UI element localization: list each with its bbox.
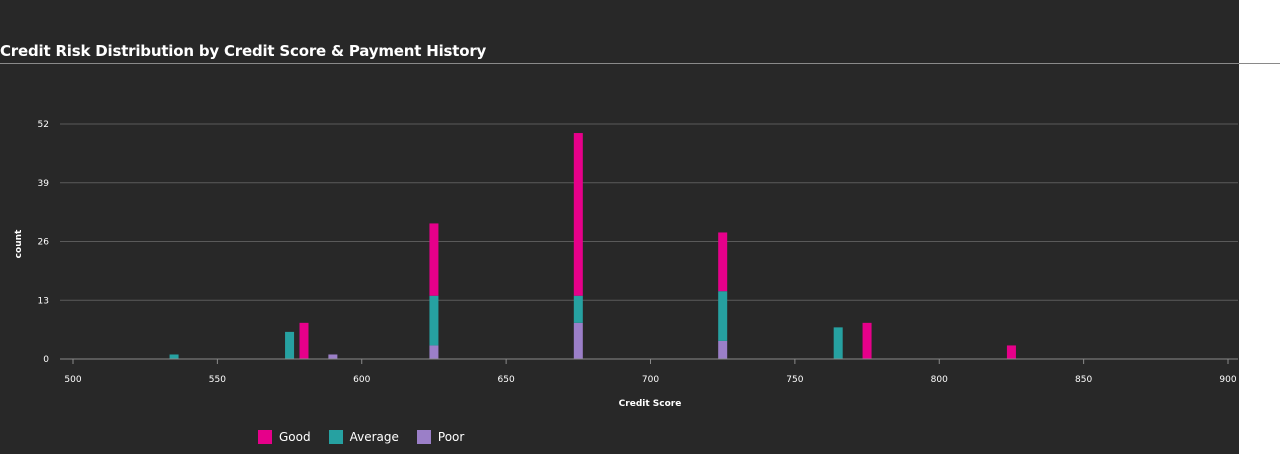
bars xyxy=(169,133,1016,359)
bar-good-775[interactable] xyxy=(862,322,872,359)
title-divider xyxy=(0,63,1280,64)
x-tick-label: 750 xyxy=(786,375,803,385)
x-tick-label: 550 xyxy=(209,375,226,385)
bar-average-575[interactable] xyxy=(285,331,295,359)
x-tick-label: 650 xyxy=(498,375,515,385)
x-tick-label: 900 xyxy=(1219,375,1236,385)
legend-label-average: Average xyxy=(349,430,399,444)
legend-item-average[interactable]: Average xyxy=(328,430,399,444)
bar-average-625[interactable] xyxy=(429,295,439,346)
bar-average-675[interactable] xyxy=(573,295,583,323)
y-tick-label: 26 xyxy=(38,238,50,248)
bar-good-580[interactable] xyxy=(299,322,309,359)
bar-good-825[interactable] xyxy=(1006,345,1016,359)
legend-item-poor[interactable]: Poor xyxy=(416,430,465,444)
legend-label-poor: Poor xyxy=(437,430,465,444)
bar-good-675[interactable] xyxy=(573,133,583,296)
y-tick-label: 13 xyxy=(38,296,49,306)
bar-average-725[interactable] xyxy=(718,291,728,341)
legend-item-good[interactable]: Good xyxy=(258,430,311,444)
bar-poor-625[interactable] xyxy=(429,345,439,359)
bar-poor-725[interactable] xyxy=(718,340,728,359)
stacked-bar-chart: 0 13 26 39 52 500 550 600 650 700 750 800 850 900 Cre… xyxy=(14,120,1238,409)
legend-swatch-good xyxy=(258,430,272,444)
chart-title: Credit Risk Distribution by Credit Score… xyxy=(0,42,487,60)
y-tick-label: 52 xyxy=(38,120,49,130)
gridlines xyxy=(60,123,1238,301)
legend: Good Average Poor xyxy=(258,430,464,444)
x-axis-label: Credit Score xyxy=(619,399,682,409)
y-tick-label: 0 xyxy=(43,355,49,365)
legend-swatch-poor xyxy=(416,430,431,444)
bar-poor-590[interactable] xyxy=(328,354,338,359)
y-tick-label: 39 xyxy=(38,179,50,189)
legend-swatch-average xyxy=(328,430,343,444)
x-tick-label: 800 xyxy=(931,375,948,385)
x-tick-label: 700 xyxy=(642,375,659,385)
bar-good-625[interactable] xyxy=(429,223,439,296)
chart-panel xyxy=(0,0,1239,454)
bar-average-765[interactable] xyxy=(833,327,843,359)
x-tick-label: 850 xyxy=(1075,375,1092,385)
axes: 0 13 26 39 52 500 550 600 650 700 750 800 850 900 xyxy=(38,120,1238,385)
x-tick-label: 600 xyxy=(353,375,370,385)
bar-good-725[interactable] xyxy=(718,232,728,292)
legend-label-good: Good xyxy=(279,430,311,444)
bar-poor-675[interactable] xyxy=(573,322,583,359)
y-axis-label: count xyxy=(14,229,24,258)
x-tick-label: 500 xyxy=(64,375,81,385)
bar-average-535[interactable] xyxy=(169,354,179,359)
